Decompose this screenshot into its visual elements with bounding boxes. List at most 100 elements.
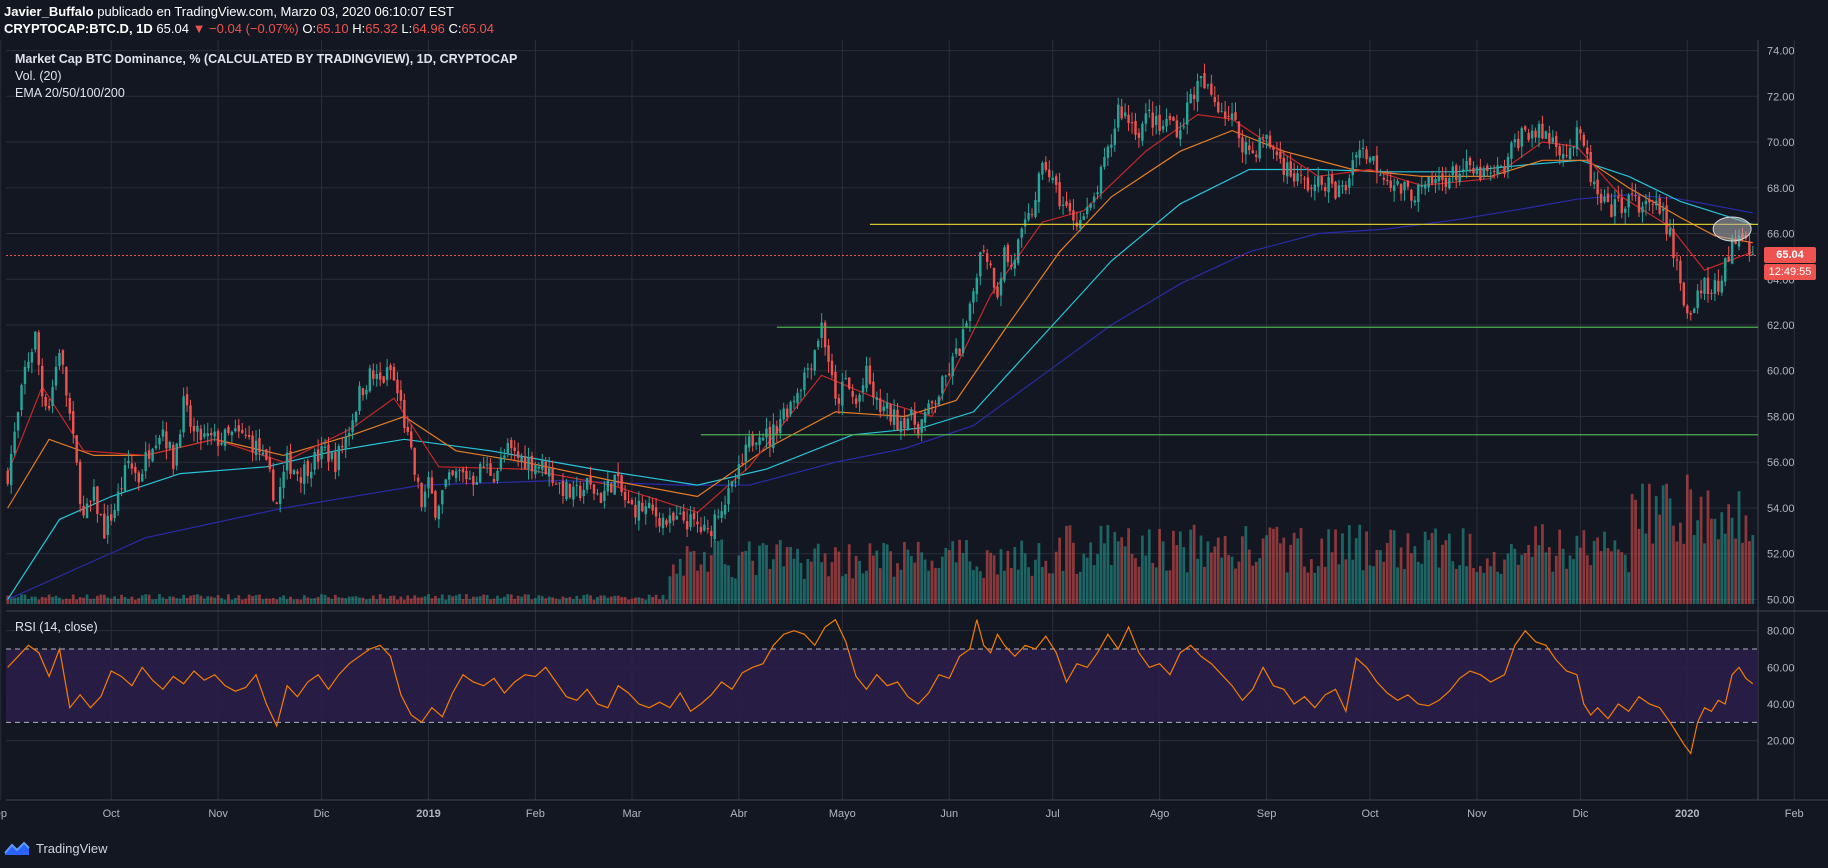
volume-bar — [471, 596, 475, 604]
volume-bar — [1299, 528, 1303, 604]
candle-body — [1710, 292, 1713, 294]
volume-indicator-label[interactable]: Vol. (20) — [15, 69, 62, 83]
volume-bar — [540, 596, 544, 604]
volume-bar — [1461, 528, 1465, 604]
candle-body — [1620, 197, 1623, 214]
rsi-indicator-label[interactable]: RSI (14, close) — [15, 620, 98, 634]
candle-body — [589, 476, 592, 485]
candle-body — [1658, 198, 1661, 214]
candle-body — [1517, 138, 1520, 149]
volume-bar — [606, 597, 610, 604]
candle-body — [1085, 206, 1089, 215]
candle-body — [182, 396, 185, 433]
candle-body — [1472, 167, 1475, 174]
candle-body — [1461, 169, 1465, 173]
volume-bar — [661, 594, 665, 604]
volume-bar — [1361, 570, 1365, 604]
volume-bar — [858, 560, 861, 604]
volume-bar — [302, 595, 306, 604]
candle-body — [1479, 166, 1482, 180]
volume-bar — [1747, 541, 1751, 604]
volume-bar — [771, 559, 775, 604]
volume-bar — [892, 576, 896, 604]
volume-bar — [1161, 541, 1165, 604]
candle-body — [1372, 156, 1375, 161]
volume-bar — [561, 596, 565, 604]
author-name[interactable]: Javier_Buffalo — [4, 4, 94, 19]
volume-bar — [523, 594, 527, 604]
volume-bar — [982, 577, 986, 604]
candle-body — [89, 500, 92, 502]
candle-body — [485, 464, 489, 466]
time-tick: Sep — [1257, 808, 1277, 820]
ema-indicator-label[interactable]: EMA 20/50/100/200 — [15, 86, 125, 100]
volume-bar — [292, 599, 296, 604]
candle-body — [1441, 173, 1444, 181]
volume-bar — [1582, 530, 1586, 604]
candle-body — [72, 411, 75, 434]
candle-body — [944, 375, 948, 377]
candle-body — [1568, 148, 1572, 160]
candle-body — [816, 340, 820, 347]
candle-body — [1475, 167, 1479, 175]
candle-body — [144, 452, 147, 472]
candle-body — [527, 457, 530, 470]
volume-bar — [399, 596, 403, 604]
candle-body — [130, 463, 134, 469]
candle-body — [665, 520, 668, 525]
volume-bar — [885, 544, 889, 604]
candle-body — [1575, 127, 1579, 149]
rsi-tick: 80.00 — [1767, 626, 1795, 638]
candle-body — [1706, 277, 1710, 294]
volume-bar — [1085, 557, 1089, 604]
volume-bar — [344, 598, 348, 604]
candle-body — [1141, 123, 1144, 141]
volume-bar — [1592, 540, 1596, 604]
volume-bar — [1344, 559, 1348, 604]
volume-bar — [906, 549, 910, 604]
candle-body — [375, 374, 378, 379]
candle-body — [265, 449, 268, 460]
volume-bar — [1472, 567, 1475, 604]
candle-body — [937, 396, 941, 405]
volume-bar — [365, 599, 368, 604]
candle-body — [479, 464, 482, 483]
candle-body — [23, 366, 27, 384]
candle-body — [1596, 179, 1599, 195]
volume-bar — [534, 598, 537, 604]
volume-bar — [1641, 483, 1644, 604]
candle-body — [1303, 178, 1306, 180]
highlight-ellipse[interactable] — [1712, 216, 1752, 242]
volume-bar — [1309, 559, 1313, 604]
volume-bar — [1123, 546, 1127, 604]
volume-bar — [1561, 548, 1565, 604]
volume-bar — [1606, 548, 1610, 604]
volume-bar — [1382, 561, 1386, 604]
volume-bar — [1320, 538, 1324, 604]
publish-header: Javier_Buffalo publicado en TradingView.… — [4, 3, 494, 37]
volume-bar — [378, 594, 382, 604]
series-title[interactable]: Market Cap BTC Dominance, % (CALCULATED … — [15, 52, 518, 66]
footer-brand[interactable]: TradingView — [36, 840, 108, 856]
volume-bar — [68, 599, 72, 604]
candle-body — [1672, 228, 1675, 259]
volume-bar — [1334, 529, 1337, 604]
horizontal-lines[interactable] — [6, 223, 1758, 436]
candle-body — [1272, 146, 1275, 150]
volume-bar — [527, 594, 530, 604]
volume-bar — [75, 599, 79, 604]
candle-body — [854, 398, 858, 404]
candle-body — [461, 468, 465, 473]
candle-body — [910, 409, 913, 416]
rsi-tick: 40.00 — [1767, 699, 1795, 711]
volume-bar — [475, 596, 479, 604]
volume-bar — [754, 574, 758, 604]
time-tick: Dic — [314, 808, 330, 820]
volume-bar — [985, 550, 989, 604]
volume-bar — [1137, 566, 1141, 604]
volume-bar — [1737, 491, 1741, 604]
candle-body — [558, 482, 561, 484]
volume-bar — [451, 596, 455, 604]
volume-bar — [654, 594, 658, 604]
